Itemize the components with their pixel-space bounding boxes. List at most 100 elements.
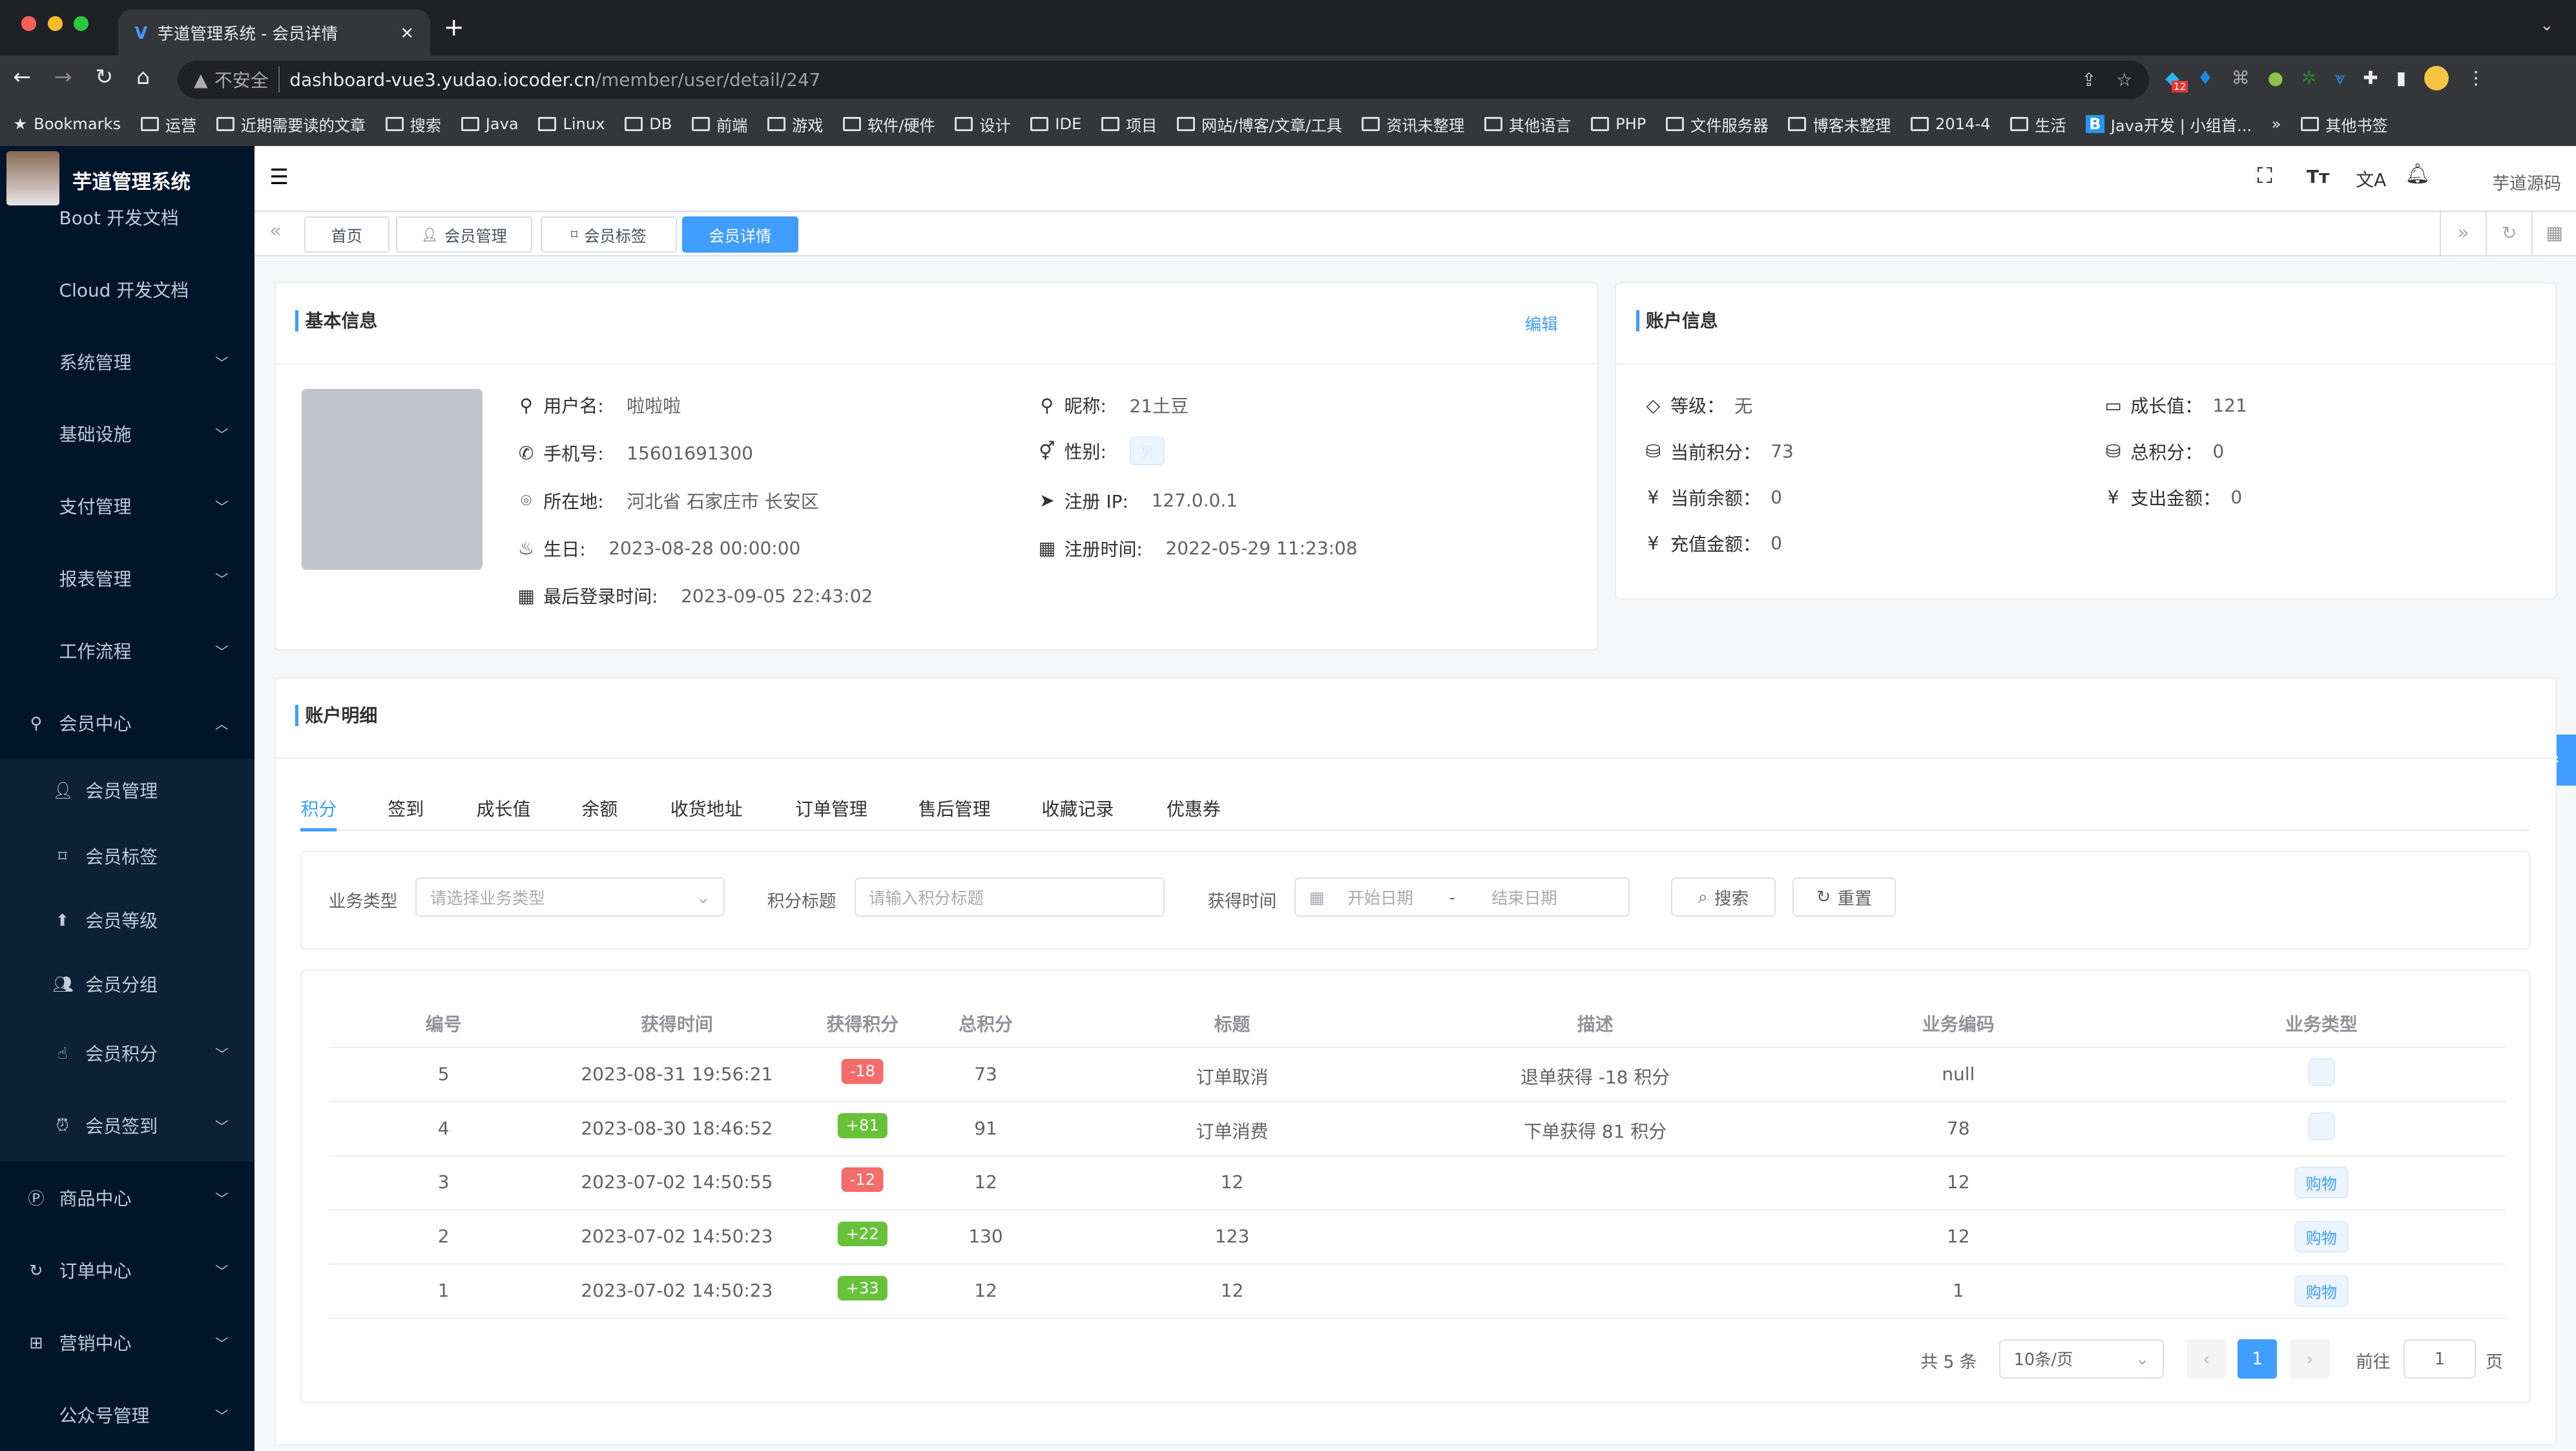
- minimize-window-button[interactable]: [47, 16, 63, 32]
- page-size-select[interactable]: 10条/页 ⌄: [1999, 1339, 2164, 1379]
- bookmark-folder[interactable]: Java: [461, 115, 519, 133]
- bell-icon[interactable]: 🔔︎: [2405, 162, 2431, 185]
- title-input[interactable]: 请输入积分标题: [854, 877, 1165, 917]
- extension-icon[interactable]: ✲: [2301, 67, 2317, 89]
- prev-page-button[interactable]: ‹: [2186, 1339, 2227, 1379]
- bookmark-folder[interactable]: DB: [624, 115, 672, 133]
- reset-button[interactable]: ↻ 重置: [1792, 877, 1896, 917]
- detail-tab[interactable]: 收货地址: [670, 799, 743, 820]
- tab-search-chevron-icon[interactable]: ⌄: [2540, 14, 2554, 34]
- bookmark-folder[interactable]: PHP: [1590, 115, 1646, 133]
- page-1-button[interactable]: 1: [2238, 1339, 2278, 1379]
- goto-page-input[interactable]: 1: [2403, 1339, 2476, 1379]
- bookmark-folder[interactable]: 网站/博客/文章/工具: [1176, 113, 1342, 136]
- search-button[interactable]: ⌕ 搜索: [1670, 877, 1776, 917]
- detail-tab[interactable]: 售后管理: [918, 799, 991, 820]
- extension-icon[interactable]: ⌘: [2231, 67, 2250, 89]
- detail-tab[interactable]: 优惠券: [1166, 799, 1221, 820]
- extension-icon[interactable]: ⩔: [2334, 67, 2345, 89]
- source-link[interactable]: 芋道源码: [2492, 173, 2562, 194]
- bookmark-folder[interactable]: 设计: [955, 113, 1011, 136]
- detail-tab[interactable]: 成长值: [476, 799, 531, 820]
- scroll-right-icon[interactable]: »: [2439, 211, 2486, 256]
- puzzle-icon[interactable]: ✚: [2363, 67, 2378, 89]
- sidebar-item[interactable]: 👤︎ 会员管理: [0, 774, 254, 807]
- back-icon[interactable]: ←: [13, 64, 32, 90]
- translate-icon[interactable]: 文A: [2356, 169, 2387, 191]
- sidebar-item[interactable]: 系统管理 ﹀: [0, 345, 254, 378]
- menu-icon[interactable]: ⋮: [2467, 67, 2486, 89]
- close-window-button[interactable]: [21, 16, 36, 32]
- bookmark-folder[interactable]: 资讯未整理: [1362, 113, 1464, 136]
- bookmark-folder[interactable]: 文件服务器: [1665, 113, 1769, 136]
- sidebar-item[interactable]: 支付管理 ﹀: [0, 490, 254, 523]
- address-bar[interactable]: ▲ 不安全 dashboard-vue3.yudao.iocoder.cn/me…: [177, 61, 2149, 99]
- bookmark-folder[interactable]: 游戏: [767, 113, 823, 136]
- home-icon[interactable]: ⌂: [136, 64, 151, 90]
- bookmark-folder[interactable]: 近期需要读的文章: [216, 113, 366, 136]
- bookmark-folder[interactable]: 项目: [1101, 113, 1157, 136]
- sidebar-item[interactable]: ⚲ 会员中心 ︿: [0, 707, 254, 740]
- sidebar-item[interactable]: Cloud 开发文档: [0, 273, 254, 306]
- sidebar-item[interactable]: ↻ 订单中心 ﹀: [0, 1254, 254, 1287]
- other-bookmarks-folder[interactable]: 其他书签: [2300, 113, 2388, 136]
- detail-tab[interactable]: 收藏记录: [1041, 799, 1114, 820]
- sidebar-item[interactable]: ⌑ 会员标签: [0, 840, 254, 873]
- bookmark-folder[interactable]: 2014-4: [1910, 115, 1991, 133]
- hamburger-toggle-icon[interactable]: ☰: [269, 164, 289, 190]
- tag-member-detail[interactable]: 会员详情: [681, 216, 799, 253]
- bookmark-folder[interactable]: 搜索: [385, 113, 441, 136]
- sidebar-item[interactable]: ⏰︎ 会员签到 ﹀: [0, 1109, 254, 1142]
- new-tab-button[interactable]: +: [443, 13, 464, 42]
- bookmark-folder[interactable]: 博客未整理: [1788, 113, 1891, 136]
- date-range-picker[interactable]: ▦ 开始日期 - 结束日期: [1294, 877, 1630, 917]
- extension-icon[interactable]: ◆ 12: [2165, 67, 2188, 92]
- bookmark-star-icon[interactable]: ☆: [2116, 68, 2133, 90]
- font-size-icon[interactable]: Tт: [2306, 165, 2330, 187]
- bookmark-folder[interactable]: 其他语言: [1484, 113, 1571, 136]
- sidebar-item[interactable]: ⬆ 会员等级: [0, 904, 254, 937]
- detail-tab[interactable]: 余额: [581, 799, 618, 820]
- fullscreen-icon[interactable]: ⛶: [2257, 162, 2272, 188]
- pin-extension-icon[interactable]: ♦: [2197, 67, 2214, 89]
- detail-tab[interactable]: 积分: [300, 799, 337, 820]
- sidebar-logo[interactable]: 芋道管理系统: [0, 146, 255, 205]
- tag-member-user[interactable]: 👤︎ 会员管理: [395, 216, 533, 253]
- sidebar-item[interactable]: ⊞ 营销中心 ﹀: [0, 1326, 254, 1359]
- sidebar-item[interactable]: ☝ 会员积分 ﹀: [0, 1037, 254, 1070]
- scroll-left-icon[interactable]: «: [269, 220, 282, 243]
- tag-home[interactable]: 首页: [304, 216, 390, 253]
- sidebar-item[interactable]: 工作流程 ﹀: [0, 634, 254, 667]
- forward-icon[interactable]: →: [54, 64, 72, 90]
- share-icon[interactable]: ⇪: [2081, 68, 2097, 90]
- refresh-icon[interactable]: ↻: [2486, 211, 2531, 256]
- extension-icon[interactable]: ●: [2267, 67, 2284, 89]
- sidebar-item[interactable]: Boot 开发文档: [0, 200, 254, 233]
- detail-tab[interactable]: 签到: [388, 799, 424, 820]
- edit-button[interactable]: 编辑: [1524, 314, 1558, 334]
- grid-menu-icon[interactable]: ▦: [2531, 211, 2576, 256]
- bookmark-folder[interactable]: 软件/硬件: [842, 113, 935, 136]
- browser-tab[interactable]: V 芋道管理系统 - 会员详情 ✕: [118, 10, 431, 56]
- biz-type-select[interactable]: 请选择业务类型 ⌄: [415, 877, 725, 917]
- sidebar-item[interactable]: 👥︎ 会员分组: [0, 968, 254, 1001]
- bookmark-folder[interactable]: 前端: [691, 113, 747, 136]
- profile-avatar[interactable]: [2424, 65, 2449, 90]
- tag-member-tag[interactable]: ⌑ 会员标签: [540, 216, 677, 253]
- close-tab-icon[interactable]: ✕: [400, 23, 414, 43]
- next-page-button[interactable]: ›: [2290, 1339, 2330, 1379]
- reload-icon[interactable]: ↻: [95, 64, 114, 90]
- bookmark-folder[interactable]: 生活: [2010, 113, 2066, 136]
- bookmark-link[interactable]: B Java开发 | 小组首...: [2086, 113, 2252, 136]
- sidebar-item[interactable]: 报表管理 ﹀: [0, 562, 254, 595]
- maximize-window-button[interactable]: [74, 16, 89, 32]
- bookmark-folder[interactable]: Linux: [538, 115, 605, 133]
- bookmark-folder[interactable]: IDE: [1030, 115, 1081, 133]
- sidebar-item[interactable]: Ⓟ 商品中心 ﹀: [0, 1182, 254, 1215]
- bookmark-folder[interactable]: 运营: [140, 113, 196, 136]
- more-bookmarks-button[interactable]: »: [2271, 115, 2281, 134]
- sidebar-item[interactable]: 公众号管理 ﹀: [0, 1398, 254, 1431]
- detail-tab[interactable]: 订单管理: [795, 799, 867, 820]
- sidepanel-icon[interactable]: ▮: [2396, 67, 2406, 89]
- bookmarks-button[interactable]: ★ Bookmarks: [13, 115, 121, 133]
